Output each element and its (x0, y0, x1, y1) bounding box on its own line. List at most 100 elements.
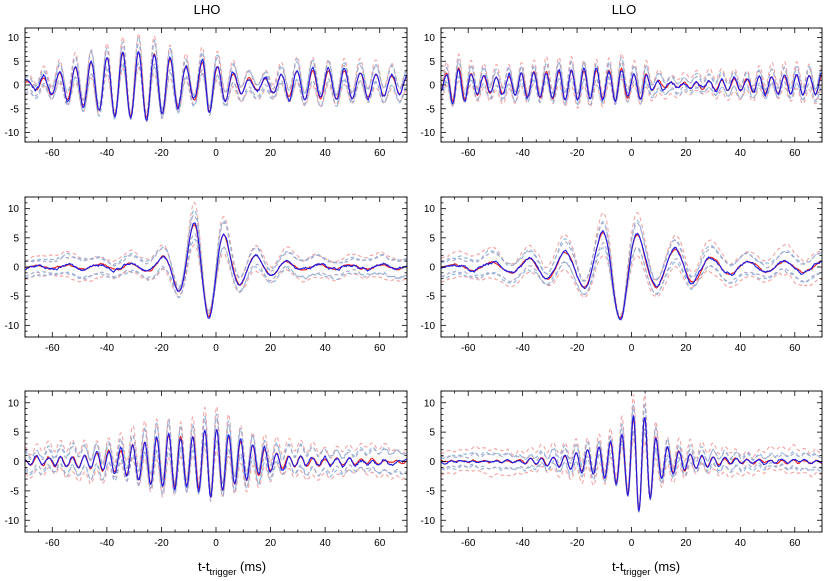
plot-area (25, 201, 407, 319)
x-tick-label: 40 (320, 538, 332, 549)
panels-group: -60 -40 -20 0 20 40 60 -10 -5 0 5 10 -60 -40 -20 0 20 40 6… (5, 27, 823, 549)
plot-area (25, 32, 407, 123)
x-tick-label: -60 (45, 343, 60, 354)
x-tick-label: -20 (154, 148, 169, 159)
x-axis-label-left-unit: (ms) (236, 559, 266, 574)
y-tick-label: 5 (429, 57, 435, 68)
x-tick-label: 40 (735, 148, 747, 159)
x-tick-label: 40 (320, 343, 332, 354)
y-tick-label: 0 (429, 81, 435, 92)
x-tick-label: -40 (100, 343, 115, 354)
x-tick-label: -40 (515, 148, 530, 159)
y-tick-label: 10 (8, 204, 20, 215)
blue-dashed-upper-line (25, 208, 407, 314)
x-tick-label: 60 (374, 343, 386, 354)
y-tick-label: 5 (13, 57, 19, 68)
x-axis-label-left-sub: trigger (210, 567, 237, 578)
x-tick-label: -60 (45, 148, 60, 159)
panel-lho-row3: -60 -40 -20 0 20 40 60 -10 -5 0 5 10 (5, 390, 408, 549)
plot-area (25, 405, 407, 503)
gray-dashed-lower-line (25, 232, 407, 318)
x-tick-label: -20 (570, 148, 585, 159)
x-tick-label: 20 (680, 148, 692, 159)
y-tick-label: 10 (424, 33, 436, 44)
red-dashed-lower-line (441, 77, 822, 109)
x-tick-label: 0 (213, 343, 219, 354)
x-tick-label: 20 (265, 148, 277, 159)
x-tick-label: -40 (515, 343, 530, 354)
y-tick-label: -10 (421, 321, 436, 332)
gray-dashed-upper-line (441, 222, 822, 318)
panel-llo-row1: -60 -40 -20 0 20 40 60 -10 -5 0 5 10 (421, 27, 823, 159)
x-tick-label: -60 (461, 538, 476, 549)
y-tick-label: 5 (429, 233, 435, 244)
gray-dashed-upper-line (441, 60, 822, 102)
x-tick-label: 60 (789, 148, 801, 159)
y-tick-label: -5 (426, 486, 435, 497)
x-tick-label: -40 (515, 538, 530, 549)
red-dashed-upper-line (25, 32, 407, 117)
gray-dashed-upper-line (25, 42, 407, 116)
x-axis-label-right: t-ttrigger (ms) (612, 559, 680, 578)
column-title-llo: LLO (612, 2, 637, 17)
x-tick-label: 20 (265, 538, 277, 549)
y-tick-label: 10 (8, 33, 20, 44)
gray-dashed-lower-line (441, 72, 822, 106)
x-axis-label-right-main: t-t (612, 559, 624, 574)
x-tick-label: 60 (789, 343, 801, 354)
x-tick-label: 40 (735, 538, 747, 549)
x-tick-label: 60 (789, 538, 801, 549)
blue-dashed-lower-line (25, 238, 407, 315)
blue-series-line (25, 50, 407, 122)
y-tick-label: 0 (429, 263, 435, 274)
x-tick-label: -60 (461, 148, 476, 159)
red-series-line (25, 428, 407, 499)
gray-dashed-upper-line (25, 416, 407, 494)
red-dashed-upper-line (25, 405, 407, 492)
blue-dashed-upper-line (25, 413, 407, 495)
x-tick-label: 20 (265, 343, 277, 354)
blue-series-line (25, 428, 407, 498)
y-tick-label: 10 (424, 204, 436, 215)
plot-area (441, 52, 822, 109)
y-tick-label: -5 (10, 292, 19, 303)
blue-series-line (441, 414, 822, 512)
x-axis-label-left-main: t-t (198, 559, 210, 574)
y-tick-label: 10 (8, 398, 20, 409)
red-dashed-upper-line (441, 211, 822, 318)
x-tick-label: 20 (680, 343, 692, 354)
y-tick-label: 5 (429, 428, 435, 439)
y-tick-label: -5 (10, 486, 19, 497)
y-tick-label: -5 (426, 104, 435, 115)
x-axis-label-right-unit: (ms) (650, 559, 680, 574)
plot-area (441, 211, 822, 321)
y-tick-label: 0 (13, 457, 19, 468)
red-dashed-lower-line (25, 445, 407, 499)
y-tick-label: -5 (10, 104, 19, 115)
x-axis-label-left: t-ttrigger (ms) (198, 559, 266, 578)
red-dashed-lower-line (441, 254, 822, 317)
y-tick-label: 5 (13, 233, 19, 244)
x-tick-label: 0 (629, 343, 635, 354)
y-tick-label: -10 (421, 128, 436, 139)
blue-dashed-lower-line (441, 247, 822, 321)
blue-series-line (441, 229, 822, 321)
x-tick-label: -60 (461, 343, 476, 354)
blue-series-line (25, 222, 407, 319)
x-tick-label: -20 (570, 538, 585, 549)
y-tick-label: 0 (13, 81, 19, 92)
y-tick-label: 0 (429, 457, 435, 468)
gray-dashed-lower-line (25, 61, 407, 123)
y-tick-label: -5 (426, 292, 435, 303)
x-tick-label: 20 (680, 538, 692, 549)
x-tick-label: 0 (629, 148, 635, 159)
y-tick-label: -10 (5, 516, 20, 527)
x-tick-label: 0 (629, 538, 635, 549)
x-tick-label: 0 (213, 538, 219, 549)
x-tick-label: -20 (570, 343, 585, 354)
panel-lho-row2: -60 -40 -20 0 20 40 60 -10 -5 0 5 10 (5, 196, 408, 354)
y-tick-label: -10 (5, 128, 20, 139)
gray-dashed-lower-line (25, 440, 407, 503)
y-tick-label: 10 (424, 398, 436, 409)
y-tick-label: -10 (5, 321, 20, 332)
